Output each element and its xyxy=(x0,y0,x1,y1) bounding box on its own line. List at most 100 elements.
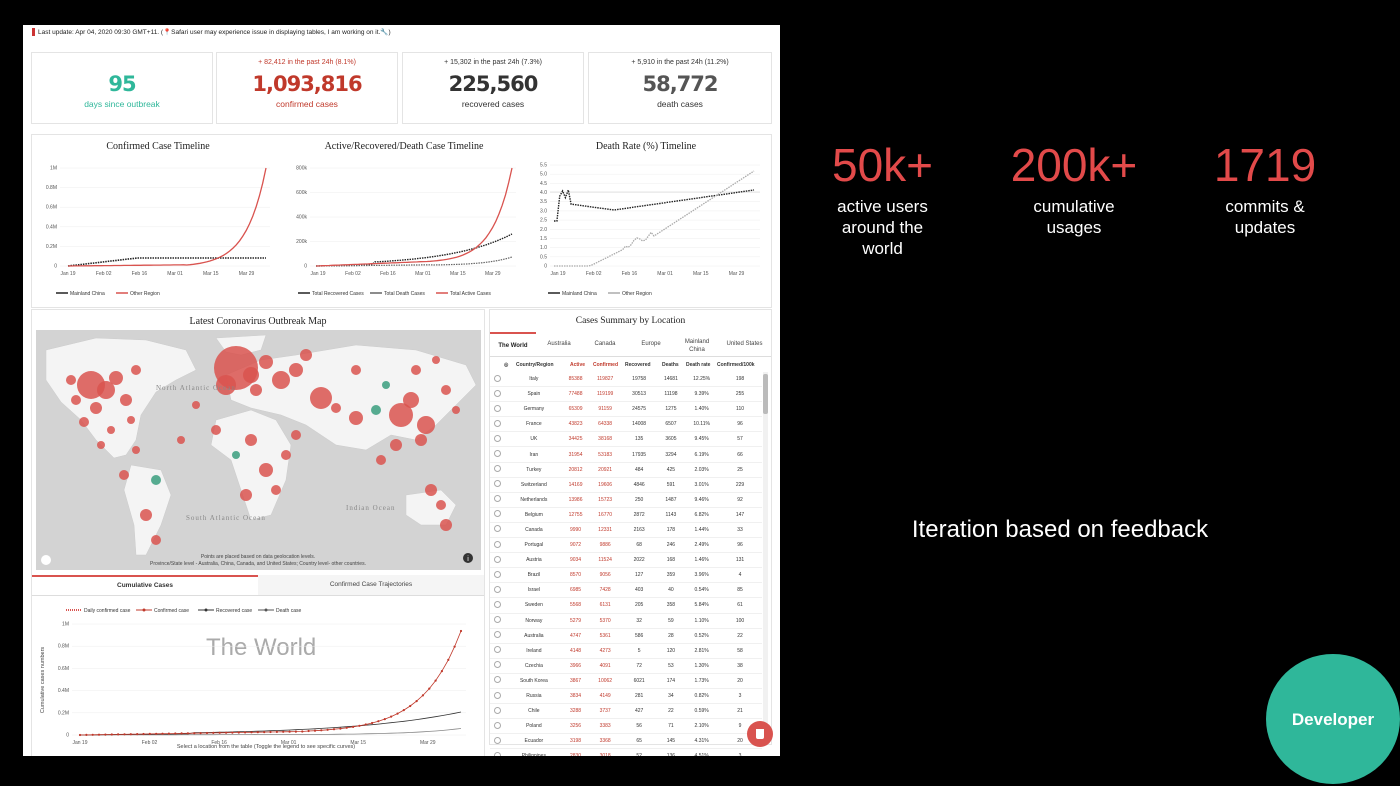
tab-mainland-china[interactable]: Mainland China xyxy=(684,339,710,353)
radio-icon[interactable] xyxy=(494,555,502,563)
outbreak-dot[interactable] xyxy=(250,384,262,396)
outbreak-dot[interactable] xyxy=(127,416,135,424)
row-radio[interactable] xyxy=(490,477,506,493)
row-radio[interactable] xyxy=(490,628,506,644)
outbreak-dot[interactable] xyxy=(415,434,427,446)
tab-europe[interactable]: Europe xyxy=(641,341,661,347)
row-radio[interactable] xyxy=(490,522,506,539)
outbreak-dot[interactable] xyxy=(151,475,161,485)
table-row[interactable]: Italy 85388 119827 19758 14681 12.25% 198 xyxy=(490,372,762,388)
column-header[interactable]: Deaths xyxy=(662,362,679,368)
table-row[interactable]: Poland 3256 3383 56 71 2.10% 9 xyxy=(490,718,762,735)
radio-icon[interactable] xyxy=(494,434,502,442)
radio-icon[interactable] xyxy=(494,465,502,473)
outbreak-dot[interactable] xyxy=(432,356,440,364)
outbreak-dot[interactable] xyxy=(351,365,361,375)
row-radio[interactable] xyxy=(490,718,506,735)
row-radio[interactable] xyxy=(490,446,506,463)
outbreak-dot[interactable] xyxy=(310,387,332,409)
outbreak-dot[interactable] xyxy=(131,365,141,375)
table-row[interactable]: Netherlands 13986 15723 250 1487 9.46% 92 xyxy=(490,492,762,508)
table-row[interactable]: Russia 3834 4149 281 34 0.82% 3 xyxy=(490,688,762,705)
row-radio[interactable] xyxy=(490,431,506,448)
row-radio[interactable] xyxy=(490,386,506,403)
radio-icon[interactable] xyxy=(494,419,502,427)
radio-icon[interactable] xyxy=(494,616,502,624)
radio-icon[interactable] xyxy=(494,450,502,458)
outbreak-dot[interactable] xyxy=(417,416,435,434)
outbreak-dot[interactable] xyxy=(107,426,115,434)
tab-world[interactable]: The World xyxy=(490,332,536,358)
outbreak-dot[interactable] xyxy=(151,535,161,545)
table-row[interactable]: Canada 9990 12331 2163 178 1.44% 33 xyxy=(490,522,762,539)
row-radio[interactable] xyxy=(490,462,506,478)
tab-canada[interactable]: Canada xyxy=(594,341,616,347)
row-radio[interactable] xyxy=(490,733,506,750)
table-row[interactable]: France 43823 64338 14008 6507 10.11% 96 xyxy=(490,416,762,433)
row-radio[interactable] xyxy=(490,507,506,523)
table-row[interactable]: Brazil 8570 9056 127 359 3.96% 4 xyxy=(490,567,762,584)
table-row[interactable]: Spain 77488 119199 30513 11198 9.39% 255 xyxy=(490,386,762,403)
outbreak-dot[interactable] xyxy=(79,417,89,427)
radio-icon[interactable] xyxy=(494,721,502,729)
table-row[interactable]: Norway 5279 5370 32 59 1.10% 100 xyxy=(490,613,762,629)
outbreak-dot[interactable] xyxy=(441,385,451,395)
outbreak-dot[interactable] xyxy=(272,371,290,389)
table-row[interactable]: UK 34425 38168 135 3605 9.45% 57 xyxy=(490,431,762,448)
row-radio[interactable] xyxy=(490,643,506,659)
table-row[interactable]: Portugal 9072 9886 68 246 2.49% 96 xyxy=(490,537,762,554)
table-row[interactable]: Austria 9034 11524 2022 168 1.46% 131 xyxy=(490,552,762,569)
outbreak-dot[interactable] xyxy=(232,451,240,459)
outbreak-dot[interactable] xyxy=(289,363,303,377)
row-radio[interactable] xyxy=(490,673,506,689)
outbreak-dot[interactable] xyxy=(132,446,140,454)
outbreak-dot[interactable] xyxy=(71,395,81,405)
radio-icon[interactable] xyxy=(494,691,502,699)
outbreak-dot[interactable] xyxy=(243,367,259,383)
scrollbar-thumb[interactable] xyxy=(763,374,768,414)
column-header[interactable]: Recovered xyxy=(625,362,651,368)
table-row[interactable]: Germany 65309 91159 24575 1275 1.40% 110 xyxy=(490,401,762,418)
outbreak-dot[interactable] xyxy=(452,406,460,414)
outbreak-dot[interactable] xyxy=(97,381,115,399)
table-row[interactable]: Ireland 4148 4273 5 120 2.81% 58 xyxy=(490,643,762,659)
row-radio[interactable] xyxy=(490,401,506,418)
radio-icon[interactable] xyxy=(494,525,502,533)
table-row[interactable]: Switzerland 14169 19606 4846 591 3.01% 229 xyxy=(490,477,762,493)
radio-icon[interactable] xyxy=(494,751,502,756)
tab-australia[interactable]: Australia xyxy=(547,341,571,347)
outbreak-dot[interactable] xyxy=(97,441,105,449)
row-radio[interactable] xyxy=(490,613,506,629)
outbreak-dot[interactable] xyxy=(425,484,437,496)
row-radio[interactable] xyxy=(490,552,506,569)
row-radio[interactable] xyxy=(490,582,506,599)
radio-icon[interactable] xyxy=(494,676,502,684)
outbreak-dot[interactable] xyxy=(216,375,236,395)
row-radio[interactable] xyxy=(490,597,506,614)
outbreak-dot[interactable] xyxy=(390,439,402,451)
radio-icon[interactable] xyxy=(494,646,502,654)
outbreak-dot[interactable] xyxy=(90,402,102,414)
outbreak-dot[interactable] xyxy=(240,489,252,501)
outbreak-dot[interactable] xyxy=(245,434,257,446)
outbreak-dot[interactable] xyxy=(331,403,341,413)
outbreak-dot[interactable] xyxy=(403,392,419,408)
radio-icon[interactable] xyxy=(494,404,502,412)
radio-icon[interactable] xyxy=(494,661,502,669)
radio-icon[interactable] xyxy=(494,570,502,578)
outbreak-dot[interactable] xyxy=(140,509,152,521)
table-row[interactable]: Australia 4747 5361 586 28 0.52% 22 xyxy=(490,628,762,644)
outbreak-dot[interactable] xyxy=(300,349,312,361)
table-row[interactable]: Ecuador 3198 3368 65 145 4.31% 20 xyxy=(490,733,762,750)
outbreak-dot[interactable] xyxy=(211,425,221,435)
radio-icon[interactable] xyxy=(494,495,502,503)
outbreak-dot[interactable] xyxy=(291,430,301,440)
row-radio[interactable] xyxy=(490,372,506,388)
table-row[interactable]: Iran 31954 53183 17935 3294 6.19% 66 xyxy=(490,446,762,463)
outbreak-dot[interactable] xyxy=(66,375,76,385)
tab-confirmed-trajectories[interactable]: Confirmed Case Trajectories xyxy=(258,575,484,595)
row-radio[interactable] xyxy=(490,567,506,584)
outbreak-dot[interactable] xyxy=(259,463,273,477)
outbreak-map[interactable]: North Atlantic Ocean South Atlantic Ocea… xyxy=(36,330,481,570)
table-row[interactable]: Czechia 3966 4091 72 53 1.30% 38 xyxy=(490,658,762,674)
